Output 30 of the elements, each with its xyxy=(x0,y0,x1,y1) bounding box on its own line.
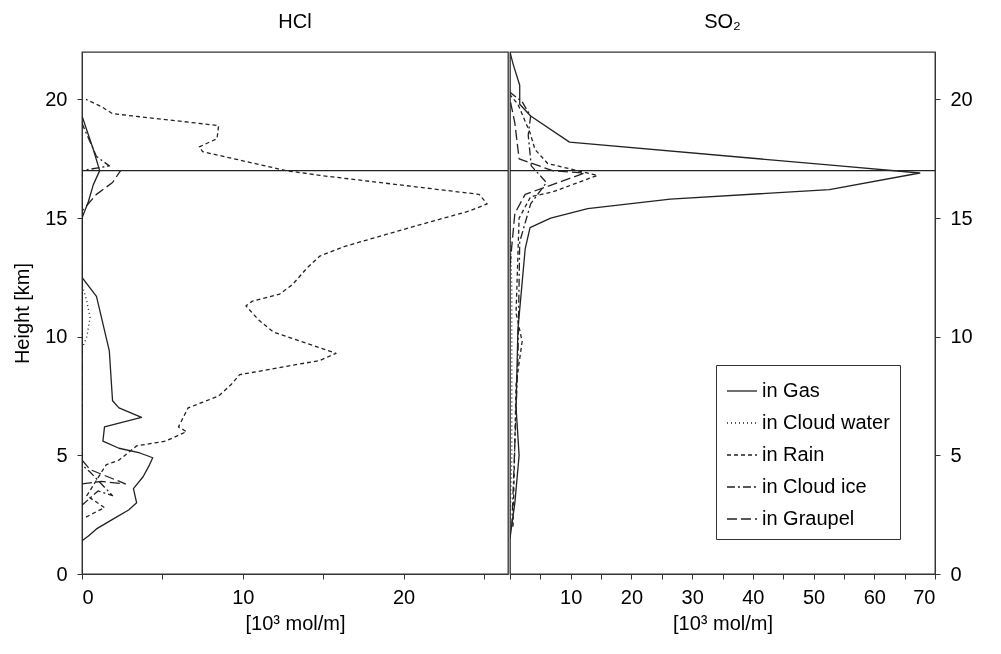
legend-label: in Graupel xyxy=(762,507,855,529)
x-tick-label: 10 xyxy=(232,585,255,608)
x-tick-label: 70 xyxy=(913,585,936,608)
y2-tick-label: 10 xyxy=(950,325,973,348)
y2-tick-label: 5 xyxy=(950,443,962,466)
x-tick-label: 10 xyxy=(560,585,583,608)
legend-label: in Cloud ice xyxy=(762,475,867,497)
legend-label: in Rain xyxy=(762,443,825,465)
y2-tick-label: 20 xyxy=(950,87,973,110)
y-axis-title: Height [km] xyxy=(11,262,34,365)
legend-label: in Gas xyxy=(762,379,820,401)
x-tick-label: 20 xyxy=(392,585,416,608)
x-axis-title: [10³ mol/m] xyxy=(672,611,774,634)
chart-title: HCl xyxy=(278,10,312,32)
x-tick-label: 20 xyxy=(620,585,644,608)
y-tick-label: 10 xyxy=(45,325,68,348)
x-tick-label: 50 xyxy=(802,585,826,608)
legend-label: in Cloud water xyxy=(762,411,891,433)
y-tick-label: 15 xyxy=(45,206,68,229)
x-tick-label: 0 xyxy=(82,585,94,608)
y-tick-label: 20 xyxy=(45,87,68,110)
x-axis-title: [10³ mol/m] xyxy=(245,611,346,634)
x-tick-label: 40 xyxy=(742,585,765,608)
y-tick-label: 5 xyxy=(56,443,68,466)
chart-title: SO₂ xyxy=(704,10,741,32)
y-tick-label: 0 xyxy=(56,562,68,585)
x-tick-label: 60 xyxy=(863,585,886,608)
y2-tick-label: 0 xyxy=(950,562,962,585)
x-tick-label: 30 xyxy=(681,585,704,608)
y2-tick-label: 15 xyxy=(950,206,973,229)
